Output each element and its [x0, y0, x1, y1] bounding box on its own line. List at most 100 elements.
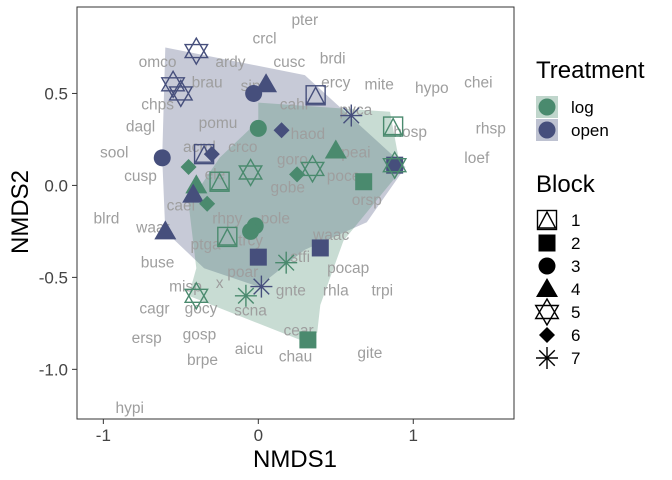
- species-label: rhla: [323, 282, 349, 299]
- data-point-log-block-3: [249, 119, 267, 137]
- species-label: gite: [357, 345, 382, 362]
- legend-label-open: open: [571, 121, 609, 140]
- data-point-open-block-1: [305, 85, 326, 106]
- legend-block-title: Block: [536, 171, 596, 198]
- species-label: gnte: [276, 282, 306, 299]
- species-label: pomu: [199, 115, 238, 132]
- species-label: pole: [261, 211, 290, 228]
- species-label: gobe: [271, 179, 305, 196]
- x-axis-title: NMDS1: [253, 446, 337, 473]
- species-label: rhpy: [212, 211, 242, 228]
- data-point-log-block-6: [199, 195, 216, 212]
- data-point-open-block-4: [154, 220, 177, 240]
- plot-border: [76, 6, 515, 420]
- x-tick-label: -1: [96, 426, 111, 445]
- data-point-log-block-7: [275, 251, 298, 274]
- species-label: chei: [464, 74, 492, 91]
- species-label: dagl: [126, 119, 155, 136]
- x-tick-label: 0: [254, 426, 263, 445]
- legend-block-label-1: 1: [571, 211, 580, 230]
- species-label: pocap: [327, 260, 369, 277]
- legend-treatment-title: Treatment: [536, 57, 645, 84]
- y-tick-label: 0.5: [44, 84, 68, 103]
- data-point-open-block-2: [249, 248, 267, 266]
- data-point-open-block-3: [245, 84, 263, 102]
- species-label: gocy: [185, 301, 218, 318]
- species-label: brdi: [320, 51, 346, 68]
- species-label: poar: [227, 264, 258, 281]
- data-point-log-block-4: [324, 139, 347, 159]
- species-label: pter: [291, 12, 318, 29]
- species-label: scna: [234, 302, 267, 319]
- y-axis-title: NMDS2: [7, 170, 34, 254]
- species-label: stfi: [290, 249, 310, 266]
- legend-swatch-open: [538, 121, 556, 139]
- data-point-log-block-5: [382, 150, 408, 180]
- legend-block-marker-5: [534, 297, 560, 327]
- species-label: aicu: [235, 341, 263, 358]
- legend-swatch-log: [538, 98, 556, 116]
- data-point-log-block-5: [300, 154, 326, 184]
- species-label: hypo: [415, 80, 449, 97]
- legend-block-marker-4: [536, 278, 558, 297]
- legend-block-marker-1: [536, 209, 558, 231]
- species-label: crco: [228, 139, 257, 156]
- data-point-open-block-6: [273, 122, 290, 139]
- data-point-log-block-3: [242, 222, 260, 240]
- legend-block-label-4: 4: [571, 280, 580, 299]
- data-point-open-block-5: [168, 78, 194, 108]
- x-tick-label: 1: [409, 426, 418, 445]
- species-label: ardy: [215, 54, 245, 71]
- y-tick-label: -1.0: [39, 360, 68, 379]
- species-label: trpi: [372, 282, 394, 299]
- data-point-log-block-2: [355, 173, 373, 191]
- species-label: orsp: [352, 192, 382, 209]
- species-label: hypi: [115, 400, 143, 417]
- hull-log: [188, 102, 401, 342]
- species-label: cagr: [139, 301, 169, 318]
- data-point-log-block-7: [234, 284, 257, 307]
- data-point-log-block-6: [180, 159, 197, 176]
- species-label: mite: [365, 76, 394, 93]
- species-label: ptga: [191, 236, 222, 253]
- species-label: rhsp: [476, 120, 506, 137]
- data-point-open-block-4: [255, 73, 278, 93]
- species-label: x: [216, 275, 224, 292]
- legend: Treatment log open Block 1 2 3 4 5 6 7: [534, 57, 645, 369]
- legend-block-marker-7: [536, 347, 558, 369]
- species-label: blrd: [94, 211, 120, 228]
- species-label: loef: [464, 150, 490, 167]
- axes: -1 0 1 0.5 0.0 -0.5 -1.0: [39, 6, 515, 445]
- data-point-open-block-6: [203, 146, 220, 163]
- species-label: ercy: [321, 74, 351, 91]
- data-point-open-block-2: [311, 239, 329, 257]
- data-point-open-block-4: [182, 183, 205, 203]
- species-label: buse: [141, 255, 175, 272]
- legend-block-label-7: 7: [571, 349, 580, 368]
- species-label: goro: [277, 152, 308, 169]
- species-label: brau: [192, 74, 223, 91]
- species-label: haod: [291, 126, 325, 143]
- y-tick-label: -0.5: [39, 268, 68, 287]
- legend-block-marker-2: [538, 234, 556, 252]
- species-label: poce: [327, 168, 361, 185]
- data-point-open-block-7: [250, 275, 273, 298]
- species-label: omco: [139, 54, 177, 71]
- data-point-log-block-1: [382, 116, 404, 137]
- legend-block-marker-6: [539, 327, 555, 343]
- plot-area: pter crcl ardy cusc brdi omco ercy mite hypo chei…: [94, 12, 506, 417]
- species-label: gosp: [183, 326, 217, 343]
- species-label: cahi: [280, 96, 308, 113]
- species-label: brpe: [187, 352, 218, 369]
- species-label: ersp: [132, 330, 162, 347]
- legend-block-marker-3: [538, 257, 556, 275]
- data-point-log-block-2: [299, 331, 317, 349]
- legend-block-label-2: 2: [571, 234, 580, 253]
- data-point-log-block-5: [183, 281, 209, 311]
- species-label: cusp: [124, 168, 157, 185]
- legend-label-log: log: [571, 98, 594, 117]
- species-label: misp: [169, 279, 202, 296]
- species-label: chps: [141, 96, 174, 113]
